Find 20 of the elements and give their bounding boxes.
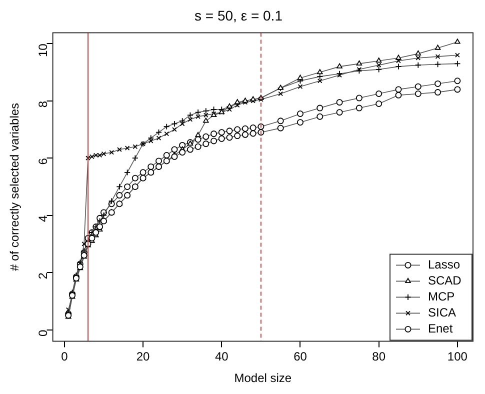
y-tick-label: 4 [36, 215, 50, 222]
y-tick-label: 6 [36, 158, 50, 165]
legend-label: Lasso [428, 258, 460, 272]
y-axis-title: # of correctly selected variables [8, 102, 22, 272]
x-tick-label: 0 [61, 350, 68, 364]
x-tick-label: 40 [214, 350, 229, 364]
x-axis-title: Model size [234, 371, 292, 386]
x-tick-label: 80 [372, 350, 386, 364]
legend-label: Enet [428, 322, 454, 336]
legend-label: SCAD [428, 274, 462, 288]
y-tick-label: 10 [36, 43, 50, 58]
y-tick-label: 8 [36, 100, 50, 108]
y-tick-label: 2 [36, 272, 50, 280]
x-tick-label: 20 [136, 350, 150, 364]
y-tick-label: 0 [36, 329, 50, 336]
chart-title: s = 50, ε = 0.1 [194, 7, 283, 24]
x-tick-label: 60 [294, 350, 308, 364]
legend-label: MCP [428, 290, 455, 304]
x-tick-label: 100 [447, 350, 468, 364]
legend-label: SICA [428, 306, 456, 320]
